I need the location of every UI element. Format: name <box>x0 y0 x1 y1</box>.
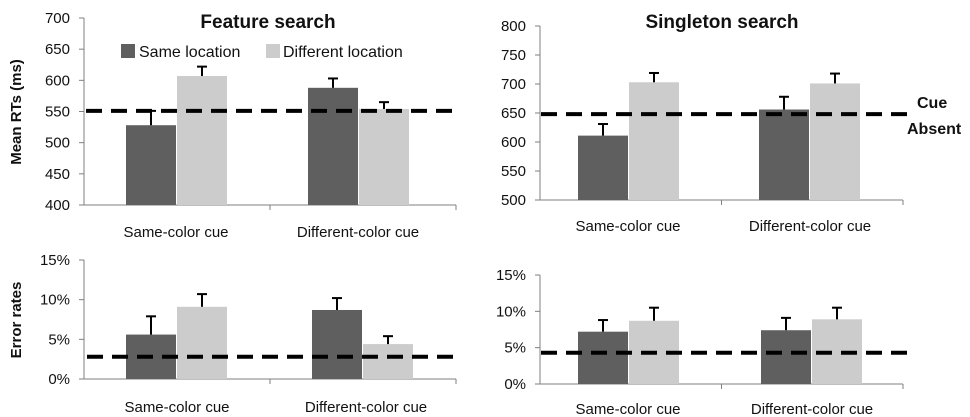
cue-absent-label-line2: Absent <box>907 121 962 138</box>
rt_singleton-y-tick-label: 800 <box>501 18 526 35</box>
rt_feature-y-axis-label: Mean RTs (ms) <box>8 59 25 165</box>
err_singleton-category-label: Same-color cue <box>575 401 680 417</box>
rt_feature-bar-same-location-different-color-cue <box>308 87 358 205</box>
cue-absent-label-line1: Cue <box>917 95 947 112</box>
rt_singleton-category-label: Same-color cue <box>575 218 680 235</box>
err_singleton-y-tick-label: 5% <box>504 340 526 357</box>
err_feature-y-axis-label: Error rates <box>8 282 25 359</box>
rt_singleton-bar-different-location-different-color-cue <box>810 83 860 200</box>
rt_singleton-bar-same-location-same-color-cue <box>578 135 628 200</box>
rt_singleton-bar-same-location-different-color-cue <box>759 109 809 200</box>
rt_feature-y-tick-label: 500 <box>45 135 70 152</box>
legend-label-different-location: Different location <box>283 44 403 61</box>
err_singleton-bar-same-location-different-color-cue <box>761 330 811 384</box>
err_feature-bar-different-location-different-color-cue <box>363 344 413 379</box>
err_singleton-y-tick-label: 0% <box>504 376 526 393</box>
rt_feature-y-tick-label: 550 <box>45 104 70 121</box>
legend-swatch-same-location <box>121 44 135 58</box>
rt_feature-title: Feature search <box>200 12 335 33</box>
rt_singleton-y-tick-label: 600 <box>501 134 526 151</box>
rt_singleton-y-tick-label: 650 <box>501 105 526 122</box>
rt_singleton-y-tick-label: 550 <box>501 163 526 180</box>
err_feature-bar-same-location-different-color-cue <box>312 309 362 379</box>
err_feature-category-label: Different-color cue <box>305 399 427 416</box>
err_singleton-category-label: Different-color cue <box>751 401 873 417</box>
rt_singleton-y-tick-label: 500 <box>501 192 526 209</box>
baseline-layer <box>86 108 913 359</box>
rt_feature-bar-same-location-same-color-cue <box>126 125 176 205</box>
rt_feature-y-tick-label: 450 <box>45 166 70 183</box>
err_feature-y-tick-label: 0% <box>48 371 70 388</box>
rt_singleton-title: Singleton search <box>645 12 798 33</box>
rt_feature-category-label: Different-color cue <box>297 224 419 241</box>
bars-layer <box>126 65 862 384</box>
rt_feature-y-tick-label: 400 <box>45 197 70 214</box>
rt_feature-bar-different-location-same-color-cue <box>177 75 227 205</box>
legend-swatch-different-location <box>266 44 280 58</box>
err_singleton-y-tick-label: 15% <box>496 267 526 284</box>
err_feature-category-label: Same-color cue <box>124 399 229 416</box>
rt_singleton-y-tick-label: 750 <box>501 47 526 64</box>
err_feature-y-tick-label: 5% <box>48 331 70 348</box>
err_feature-y-tick-label: 10% <box>40 292 70 309</box>
rt_feature-bar-different-location-different-color-cue <box>359 109 409 205</box>
rt_feature-category-label: Same-color cue <box>123 224 228 241</box>
rt_singleton-bar-different-location-same-color-cue <box>629 82 679 200</box>
err_singleton-y-tick-label: 10% <box>496 303 526 320</box>
rt_feature-y-tick-label: 600 <box>45 72 70 89</box>
err_feature-bar-different-location-same-color-cue <box>177 306 227 379</box>
err_feature-y-tick-label: 15% <box>40 252 70 269</box>
labels-layer: 400 450 500 550 600 650 700 Same-color cue Diffe… <box>8 10 873 417</box>
rt_feature-y-tick-label: 700 <box>45 10 70 27</box>
rt_feature-y-tick-label: 650 <box>45 41 70 58</box>
rt_singleton-category-label: Different-color cue <box>749 218 871 235</box>
legend-label-same-location: Same location <box>139 44 240 61</box>
rt_singleton-y-tick-label: 700 <box>501 76 526 93</box>
err_singleton-bar-same-location-same-color-cue <box>578 331 628 384</box>
cue-absent-label: Cue Absent <box>907 95 962 138</box>
legend: Same location Different location <box>121 44 403 61</box>
